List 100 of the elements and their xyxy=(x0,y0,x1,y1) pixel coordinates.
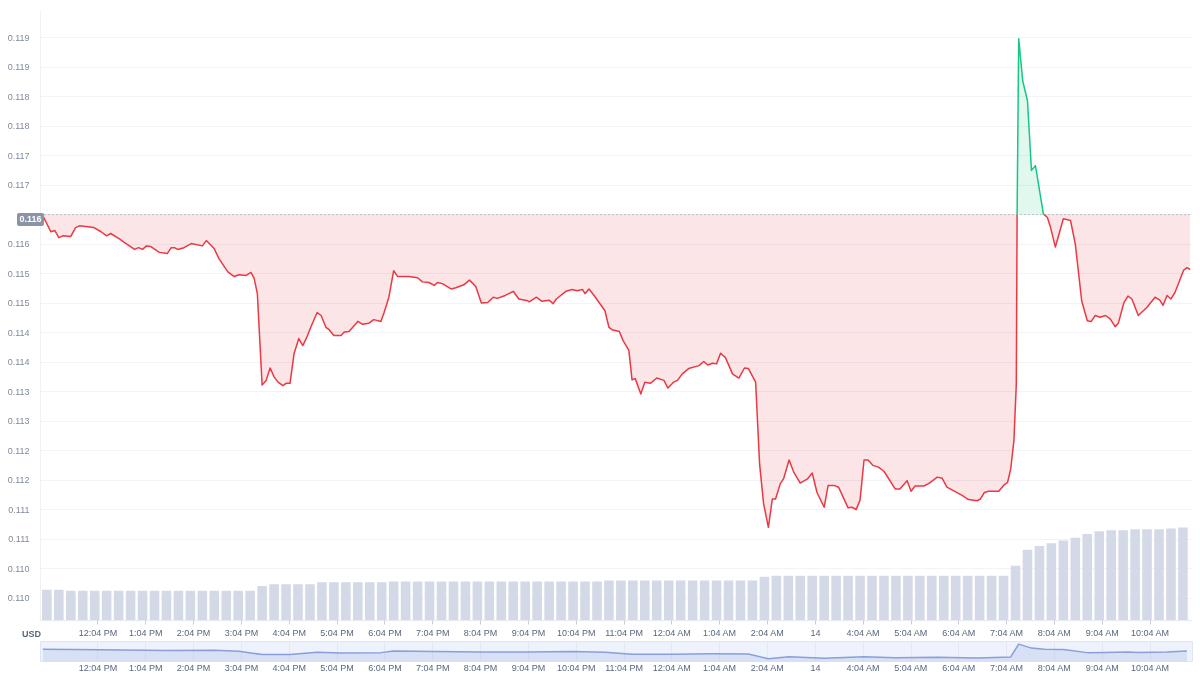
x-tick-label: 14 xyxy=(810,662,821,673)
bar xyxy=(245,590,255,620)
x-tick-label: 8:04 PM xyxy=(463,662,498,673)
bar xyxy=(723,580,734,620)
bar xyxy=(400,581,411,620)
bar xyxy=(915,575,925,620)
x-tick-label: 7:04 AM xyxy=(989,627,1024,638)
x-tick-label: 5:04 AM xyxy=(894,662,928,673)
y-tick-label: 0.114 xyxy=(7,327,30,338)
y-tick-label: 0.112 xyxy=(7,445,30,456)
x-tick-label: 6:04 AM xyxy=(942,662,976,673)
bar xyxy=(699,580,710,620)
bar xyxy=(149,590,160,620)
bar xyxy=(831,575,841,620)
x-tick-label: 8:04 AM xyxy=(1037,627,1071,638)
x-tick-label: 1:04 PM xyxy=(128,662,163,673)
bar xyxy=(616,580,626,620)
bar xyxy=(891,575,901,620)
bar xyxy=(293,584,303,620)
bar xyxy=(1010,565,1021,620)
bar xyxy=(1130,529,1140,620)
y-tick-label: 0.116 xyxy=(7,239,30,250)
bar xyxy=(1118,530,1128,620)
bar xyxy=(879,575,889,620)
bar xyxy=(54,589,64,620)
bar xyxy=(675,580,686,620)
bar xyxy=(771,575,782,620)
bar xyxy=(42,589,52,620)
bar xyxy=(807,575,817,620)
bar xyxy=(795,575,806,620)
x-tick-label: 2:04 AM xyxy=(750,627,784,638)
bar xyxy=(867,575,877,620)
x-tick-label: 10:04 AM xyxy=(1130,627,1170,638)
bar xyxy=(66,590,76,620)
bar xyxy=(508,581,519,620)
bar xyxy=(747,580,758,620)
bar xyxy=(556,581,566,620)
bar xyxy=(305,584,315,620)
bar xyxy=(1070,537,1081,620)
bar xyxy=(1106,530,1116,620)
x-tick-label: 1:04 AM xyxy=(702,662,737,673)
y-tick-label: 0.115 xyxy=(7,298,30,309)
y-tick-label: 0.115 xyxy=(7,268,30,279)
y-tick-label: 0.113 xyxy=(7,416,30,427)
bar xyxy=(89,590,100,620)
x-tick-label: 4:04 PM xyxy=(272,662,307,673)
x-tick-label: 4:04 AM xyxy=(846,662,880,673)
y-tick-label: 0.111 xyxy=(8,504,30,515)
bar xyxy=(436,581,447,620)
bar xyxy=(1046,543,1057,620)
bar xyxy=(376,582,387,620)
x-tick-label: 1:04 PM xyxy=(128,627,163,638)
bar xyxy=(1142,529,1152,620)
bar xyxy=(1094,531,1105,620)
x-tick-label: 1:04 AM xyxy=(702,627,737,638)
x-tick-label: 14 xyxy=(810,627,821,638)
bar xyxy=(388,581,399,620)
bar xyxy=(711,580,722,620)
bar xyxy=(1034,546,1045,620)
x-tick-label: 4:04 PM xyxy=(272,627,307,638)
bar xyxy=(628,580,638,620)
x-tick-label: 9:04 AM xyxy=(1085,662,1119,673)
x-tick-label: 2:04 AM xyxy=(750,662,784,673)
bar xyxy=(532,581,542,620)
bar xyxy=(125,590,136,620)
bar xyxy=(544,581,554,620)
x-tick-label: 11:04 PM xyxy=(605,627,644,638)
x-tick-label: 9:04 PM xyxy=(511,662,546,673)
y-tick-label: 0.113 xyxy=(7,386,30,397)
bar xyxy=(472,581,483,620)
bar xyxy=(221,590,232,620)
bar xyxy=(1058,540,1069,620)
bar xyxy=(424,581,435,620)
y-tick-label: 0.111 xyxy=(8,534,30,545)
bar xyxy=(460,581,471,620)
y-tick-label: 0.118 xyxy=(7,91,30,102)
x-tick-label: 12:04 AM xyxy=(652,627,691,638)
bar xyxy=(974,575,985,620)
bar xyxy=(281,584,291,620)
bar xyxy=(735,580,746,620)
bar xyxy=(651,580,662,620)
x-tick-label: 4:04 AM xyxy=(846,627,880,638)
bar xyxy=(185,590,196,620)
y-tick-label: 0.110 xyxy=(7,563,30,574)
y-tick-label: 0.119 xyxy=(7,62,30,73)
x-tick-label: 6:04 PM xyxy=(368,627,402,638)
bar xyxy=(317,582,327,620)
x-tick-label: 12:04 PM xyxy=(78,627,118,638)
bar xyxy=(938,575,949,620)
bar xyxy=(341,582,351,620)
bar xyxy=(843,575,853,620)
bar xyxy=(209,590,220,620)
x-tick-label: 5:04 AM xyxy=(894,627,928,638)
bar xyxy=(1022,549,1033,620)
bar xyxy=(819,575,829,620)
y-tick-label: 0.112 xyxy=(7,475,30,486)
bar xyxy=(1154,529,1164,620)
x-tick-label: 7:04 PM xyxy=(415,662,450,673)
bar xyxy=(77,590,88,620)
x-tick-label: 12:04 PM xyxy=(78,662,118,673)
